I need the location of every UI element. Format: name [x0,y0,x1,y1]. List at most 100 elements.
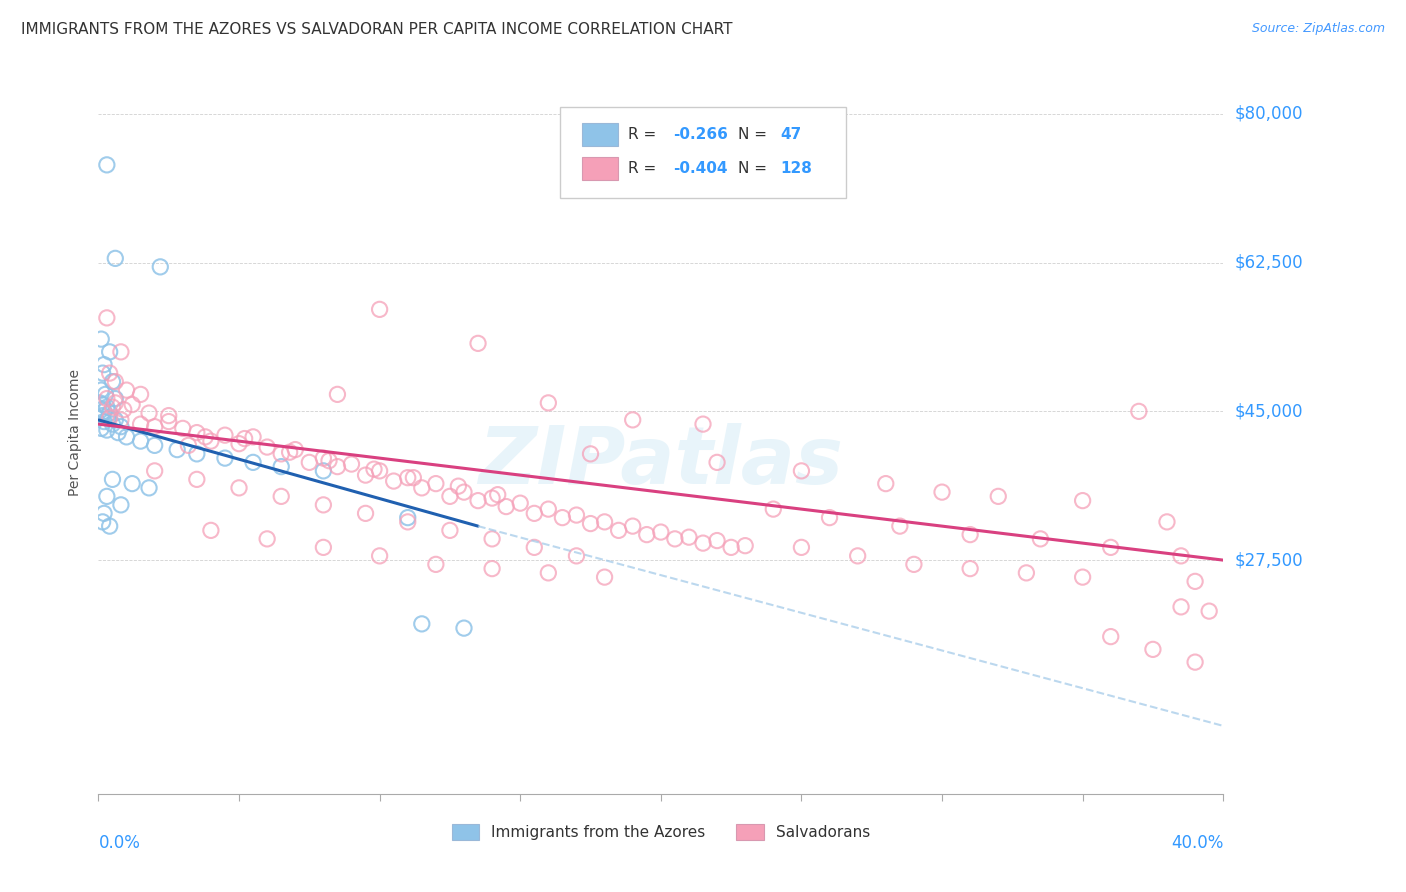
Point [523,541,546,555]
Point [93,415,115,429]
Point [110,498,132,512]
Point [692,417,714,431]
Point [228,481,250,495]
Point [425,476,447,491]
Point [363,462,385,476]
Point [607,524,630,538]
Point [340,457,363,471]
Point [678,530,700,544]
Point [121,398,143,412]
Point [439,524,461,538]
Point [447,479,470,493]
Point [242,430,264,444]
Point [621,519,644,533]
Point [149,260,172,274]
FancyBboxPatch shape [560,108,846,198]
Point [101,472,124,486]
Point [1142,642,1164,657]
Text: R =: R = [628,127,661,142]
Point [987,489,1010,503]
Point [90,332,112,346]
Point [402,471,425,485]
Point [214,428,236,442]
Point [143,438,166,452]
Point [121,476,143,491]
Point [593,515,616,529]
Point [453,485,475,500]
Point [650,524,672,539]
Point [96,489,118,503]
Point [312,451,335,466]
Point [186,447,208,461]
Point [368,464,391,478]
Point [194,430,217,444]
Point [959,527,981,541]
Point [143,464,166,478]
Point [692,536,714,550]
Point [138,406,160,420]
Text: N =: N = [738,127,772,142]
Point [115,430,138,444]
Point [354,507,377,521]
Point [1156,515,1178,529]
Point [101,400,124,414]
Point [1099,541,1122,555]
Point [233,432,256,446]
Point [129,417,152,431]
Text: N =: N = [738,161,772,177]
Point [177,438,200,452]
Point [270,447,292,461]
Point [101,417,124,431]
Point [94,387,117,401]
Point [537,502,560,516]
Point [1071,570,1094,584]
Point [278,445,301,459]
Point [1170,549,1192,563]
Point [110,419,132,434]
Point [93,358,115,372]
Point [96,392,118,406]
Point [186,472,208,486]
Point [256,532,278,546]
Point [1170,599,1192,614]
Point [96,158,118,172]
Point [326,387,349,401]
Point [523,507,546,521]
Point [172,421,194,435]
Point [112,402,135,417]
Point [1071,493,1094,508]
Point [110,344,132,359]
Point [486,488,509,502]
Point [664,532,686,546]
Point [354,468,377,483]
Point [1184,574,1206,589]
Point [256,440,278,454]
Point [98,406,121,420]
Point [97,411,120,425]
Point [104,392,127,406]
Point [200,524,222,538]
Point [157,415,180,429]
Point [481,532,503,546]
Point [411,616,433,631]
Point [1184,655,1206,669]
Point [228,436,250,450]
Legend: Immigrants from the Azores, Salvadorans: Immigrants from the Azores, Salvadorans [444,816,877,847]
Text: 40.0%: 40.0% [1171,834,1223,852]
Point [368,302,391,317]
Point [96,400,118,414]
Point [90,383,112,397]
Point [104,413,127,427]
Point [439,489,461,503]
Point [98,344,121,359]
Text: Source: ZipAtlas.com: Source: ZipAtlas.com [1251,22,1385,36]
Point [396,471,419,485]
Point [818,510,841,524]
Text: R =: R = [628,161,661,177]
Point [706,533,728,548]
Point [96,310,118,325]
Point [1128,404,1150,418]
Point [242,455,264,469]
Point [453,621,475,635]
Point [138,481,160,495]
